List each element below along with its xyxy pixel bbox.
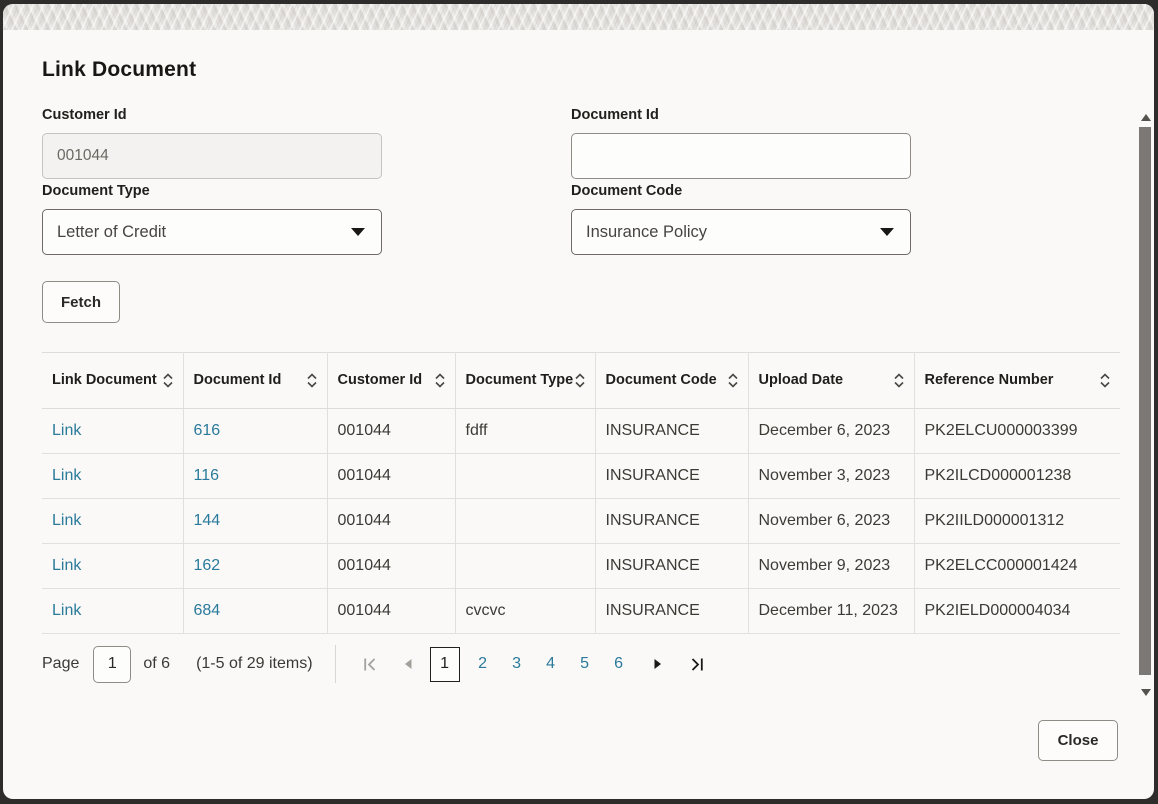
column-header-upload-date: Upload Date: [748, 352, 915, 409]
customer-id-cell: 001044: [327, 543, 456, 589]
table-row: Link 684 001044 cvcvc INSURANCE December…: [42, 588, 1120, 634]
document-id-link[interactable]: 144: [193, 512, 221, 529]
reference-number-cell: PK2IELD000004034: [914, 588, 1120, 634]
upload-date-cell: November 6, 2023: [748, 498, 915, 544]
document-code-cell: INSURANCE: [595, 408, 749, 454]
scrollbar-thumb[interactable]: [1139, 127, 1151, 675]
sort-icon[interactable]: [306, 373, 317, 388]
link-action[interactable]: Link: [52, 422, 82, 439]
page-count-label: of 6: [143, 655, 171, 672]
background-texture-band: [3, 4, 1154, 30]
document-code-label: Document Code: [571, 183, 683, 199]
document-type-select[interactable]: Letter of Credit: [42, 209, 382, 255]
page-link-4[interactable]: 4: [546, 655, 555, 672]
link-action[interactable]: Link: [52, 512, 82, 529]
document-code-cell: INSURANCE: [595, 498, 749, 544]
table-row: Link 162 001044 INSURANCE November 9, 20…: [42, 543, 1120, 589]
page-link-3[interactable]: 3: [512, 655, 521, 672]
column-header-link-document: Link Document: [42, 352, 184, 409]
table-header-row: Link Document Document Id Customer Id Do…: [42, 352, 1120, 409]
documents-table: Link Document Document Id Customer Id Do…: [42, 352, 1120, 634]
sort-icon[interactable]: [893, 373, 904, 388]
link-action[interactable]: Link: [52, 602, 82, 619]
document-code-value: Insurance Policy: [586, 222, 708, 241]
scroll-down-icon[interactable]: [1141, 689, 1151, 696]
chevron-down-icon: [880, 228, 894, 236]
document-id-field[interactable]: [571, 133, 911, 179]
column-header-document-id: Document Id: [183, 352, 328, 409]
document-type-value: Letter of Credit: [57, 222, 167, 241]
document-id-link[interactable]: 116: [193, 467, 220, 484]
sort-icon[interactable]: [162, 373, 173, 388]
sort-icon[interactable]: [727, 373, 738, 388]
next-page-icon[interactable]: [646, 649, 670, 679]
page-link-5[interactable]: 5: [580, 655, 589, 672]
customer-id-cell: 001044: [327, 408, 456, 454]
page-link-2[interactable]: 2: [478, 655, 487, 672]
document-type-label: Document Type: [42, 183, 150, 199]
link-action[interactable]: Link: [52, 467, 82, 484]
upload-date-cell: November 9, 2023: [748, 543, 915, 589]
scroll-up-icon[interactable]: [1141, 114, 1151, 121]
page-link-6[interactable]: 6: [614, 655, 623, 672]
last-page-icon[interactable]: [686, 649, 710, 679]
pagination-bar: Page of 6 (1-5 of 29 items) 1 2 3 4 5 6: [42, 642, 710, 686]
sort-icon[interactable]: [574, 373, 585, 388]
document-code-cell: INSURANCE: [595, 453, 749, 499]
reference-number-cell: PK2IILD000001312: [914, 498, 1120, 544]
fetch-button[interactable]: Fetch: [42, 281, 120, 323]
customer-id-label: Customer Id: [42, 107, 127, 123]
customer-id-cell: 001044: [327, 498, 456, 544]
reference-number-cell: PK2ILCD000001238: [914, 453, 1120, 499]
document-id-label: Document Id: [571, 107, 659, 123]
sort-icon[interactable]: [434, 373, 445, 388]
previous-page-icon[interactable]: [396, 649, 420, 679]
sort-icon[interactable]: [1100, 373, 1110, 388]
page-number-input[interactable]: [93, 645, 132, 683]
table-row: Link 116 001044 INSURANCE November 3, 20…: [42, 453, 1120, 499]
current-page-indicator: 1: [429, 646, 460, 682]
page-label: Page: [42, 655, 80, 672]
document-code-cell: INSURANCE: [595, 588, 749, 634]
column-header-customer-id: Customer Id: [327, 352, 456, 409]
customer-id-field[interactable]: [42, 133, 382, 179]
table-row: Link 616 001044 fdff INSURANCE December …: [42, 408, 1120, 454]
column-header-document-code: Document Code: [595, 352, 749, 409]
document-id-link[interactable]: 684: [193, 602, 221, 619]
reference-number-cell: PK2ELCU000003399: [914, 408, 1120, 454]
document-id-link[interactable]: 616: [193, 422, 221, 439]
link-action[interactable]: Link: [52, 557, 82, 574]
upload-date-cell: December 6, 2023: [748, 408, 915, 454]
first-page-icon[interactable]: [358, 649, 382, 679]
column-header-document-type: Document Type: [455, 352, 596, 409]
document-id-link[interactable]: 162: [193, 557, 221, 574]
customer-id-cell: 001044: [327, 453, 456, 499]
customer-id-cell: 001044: [327, 588, 456, 634]
upload-date-cell: November 3, 2023: [748, 453, 915, 499]
document-type-cell: [455, 543, 596, 589]
vertical-scrollbar[interactable]: [1139, 104, 1152, 704]
link-document-dialog: Link Document Customer Id Document Id Do…: [3, 4, 1154, 799]
pager-divider: [334, 645, 336, 683]
column-header-reference-number: Reference Number: [914, 352, 1120, 409]
close-button[interactable]: Close: [1038, 720, 1118, 761]
chevron-down-icon: [351, 228, 365, 236]
document-type-cell: fdff: [455, 408, 596, 454]
upload-date-cell: December 11, 2023: [748, 588, 915, 634]
document-type-cell: cvcvc: [455, 588, 596, 634]
page-title: Link Document: [42, 58, 197, 81]
table-row: Link 144 001044 INSURANCE November 6, 20…: [42, 498, 1120, 544]
items-range-label: (1-5 of 29 items): [196, 655, 313, 672]
document-code-select[interactable]: Insurance Policy: [571, 209, 911, 255]
document-code-cell: INSURANCE: [595, 543, 749, 589]
reference-number-cell: PK2ELCC000001424: [914, 543, 1120, 589]
document-type-cell: [455, 453, 596, 499]
document-type-cell: [455, 498, 596, 544]
